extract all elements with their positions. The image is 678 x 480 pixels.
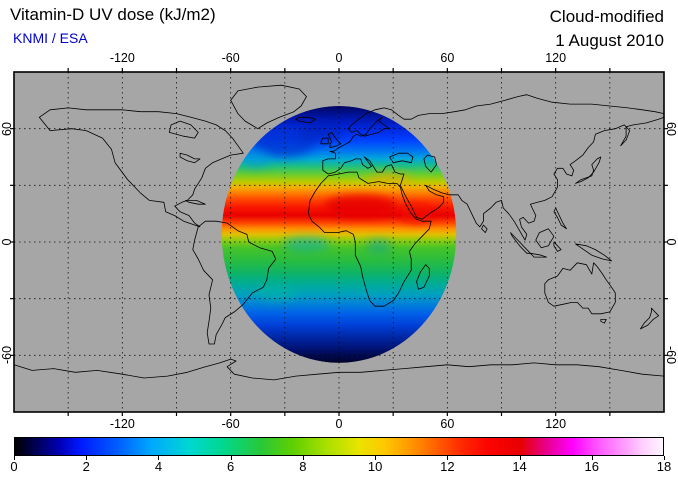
colorbar-tick	[591, 456, 593, 460]
coastline-iceland	[295, 116, 316, 124]
coastline-africa	[307, 171, 432, 307]
coastline-south-america	[192, 220, 277, 345]
lat-tick-label-right: 0	[664, 238, 678, 246]
colorbar-tick	[158, 456, 160, 460]
lon-tick-label-top: -120	[109, 51, 135, 65]
date-label: 1 August 2010	[555, 31, 664, 50]
lat-tick-label-right: -60	[664, 346, 678, 365]
coastline-north-america	[38, 107, 244, 228]
lon-tick-label-bottom: 0	[335, 417, 343, 431]
colorbar-tick-label: 8	[299, 459, 307, 474]
lon-tick-label-top: 0	[335, 51, 343, 65]
coastline-java	[530, 252, 547, 258]
lat-tick-label-left: -60	[0, 346, 14, 365]
coastline-sumatra	[510, 232, 531, 254]
lat-tick-label-left: 0	[0, 238, 14, 246]
colorbar-tick	[664, 456, 665, 460]
cloud-feature	[400, 204, 433, 224]
colorbar-tick	[375, 456, 377, 460]
coastline-britain	[327, 132, 342, 148]
coastline-borneo	[535, 228, 555, 249]
colorbar-tick-label: 12	[440, 459, 455, 474]
cloud-feature	[283, 236, 330, 252]
colorbar	[14, 437, 664, 456]
cloud-feature	[324, 194, 397, 218]
coastline-tasmania	[600, 319, 607, 324]
colorbar-tick	[14, 456, 15, 460]
colorbar-tick	[86, 456, 88, 460]
colorbar-tick-label: 18	[656, 459, 672, 474]
lat-tick-label-right: 60	[664, 121, 678, 136]
coastline-caspian-sea	[423, 154, 437, 173]
colorbar-tick	[230, 456, 232, 460]
cloud-feature	[257, 283, 298, 303]
colorbar-tick-label: 14	[512, 459, 527, 474]
cloud-feature	[241, 149, 271, 169]
colorbar-tick-label: 2	[82, 459, 90, 474]
coastline-cuba	[185, 200, 206, 205]
header-right: Cloud-modified 1 August 2010	[550, 5, 664, 53]
colorbar-tick-label: 16	[584, 459, 599, 474]
lon-tick-label-bottom: 60	[440, 417, 455, 431]
coastline-australia	[544, 262, 616, 315]
coastline-sri-lanka	[481, 224, 488, 233]
colorbar-tick-label: 10	[367, 459, 383, 474]
coastline-philippines	[553, 207, 567, 230]
colorbar-tick	[447, 456, 449, 460]
lon-tick-label-bottom: -120	[109, 417, 135, 431]
colorbar-tick-label: 6	[227, 459, 235, 474]
cloud-feature	[366, 238, 392, 254]
coastline-great-lakes	[179, 152, 201, 164]
lat-tick-label-left: 60	[0, 121, 14, 136]
colorbar-tick-label: 4	[154, 459, 163, 474]
coastline-eurasia	[322, 94, 665, 241]
coastline-antarctica	[13, 358, 665, 381]
lon-tick-label-bottom: -60	[221, 417, 240, 431]
page-title: Vitamin-D UV dose (kJ/m2)	[10, 5, 216, 24]
subtitle-right: Cloud-modified	[549, 7, 664, 26]
coastline-madagascar	[416, 264, 430, 290]
lon-tick-label-bottom: 120	[545, 417, 567, 431]
coastline-new-zealand	[640, 307, 659, 330]
cloud-feature	[299, 123, 343, 142]
colorbar-tick	[519, 456, 521, 460]
coastline-ireland	[320, 137, 329, 145]
coastline-japan	[575, 156, 602, 184]
lon-tick-label-top: 120	[545, 51, 567, 65]
lon-tick-label-top: -60	[221, 51, 240, 65]
coastline-greenland	[230, 84, 307, 130]
world-map	[10, 68, 668, 416]
lon-tick-label-top: 60	[440, 51, 455, 65]
coastline-new-guinea	[575, 243, 612, 262]
credit-label: KNMI / ESA	[13, 30, 88, 46]
cloud-feature	[367, 172, 412, 188]
coastline-black-sea	[389, 152, 414, 164]
coastline-sulawesi	[553, 241, 562, 252]
colorbar-tick-label: 0	[10, 459, 18, 474]
colorbar-tick	[302, 456, 304, 460]
